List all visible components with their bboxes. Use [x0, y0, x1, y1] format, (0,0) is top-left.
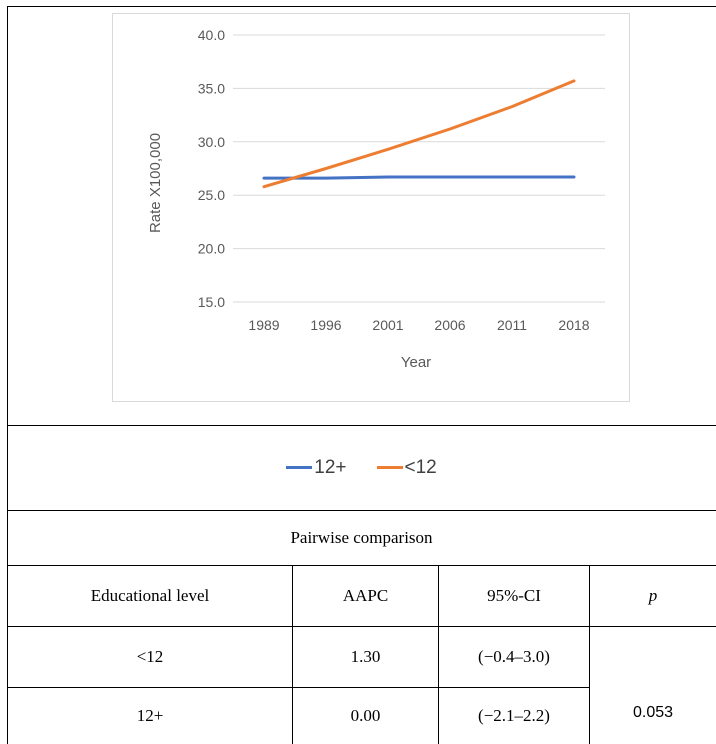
y-tick-label: 35.0 — [198, 80, 225, 96]
table-title: Pairwise comparison — [290, 528, 433, 547]
cell-level: 12+ — [136, 706, 164, 725]
row-divider — [7, 565, 716, 566]
header-p: p — [648, 586, 658, 605]
series-line-under-12 — [262, 79, 576, 189]
x-tick-label: 1989 — [248, 317, 279, 333]
cell-p-value: 0.053 — [632, 703, 674, 721]
y-tick-label: 25.0 — [198, 187, 225, 203]
x-tick-label: 2006 — [434, 317, 465, 333]
legend-item-under-12: <12 — [376, 456, 437, 479]
legend-item-12-plus: 12+ — [286, 456, 347, 479]
y-tick-label: 40.0 — [198, 27, 225, 43]
x-tick-label: 1996 — [310, 317, 341, 333]
column-divider — [438, 565, 439, 744]
row-divider — [7, 510, 716, 511]
cell-aapc: 1.30 — [350, 647, 381, 666]
chart-svg: 40.0 35.0 30.0 25.0 20.0 15.0 1989 1996 2001 2006… — [147, 27, 605, 371]
x-tick-label: 2001 — [372, 317, 403, 333]
x-tick-label: 2011 — [497, 317, 527, 333]
figure-table-frame — [7, 6, 716, 744]
cell-level: <12 — [136, 647, 164, 666]
cell-ci: (−0.4–3.0) — [478, 647, 550, 666]
legend-label: <12 — [404, 456, 437, 478]
legend-swatch-orange — [376, 466, 403, 469]
x-tick-label: 2018 — [558, 317, 589, 333]
chart-legend: 12+ <12 — [7, 425, 716, 510]
header-aapc: AAPC — [342, 586, 389, 605]
row-divider — [7, 687, 590, 688]
y-tick-label: 20.0 — [198, 241, 225, 257]
line-chart: 40.0 35.0 30.0 25.0 20.0 15.0 1989 1996 2001 2006… — [112, 13, 630, 402]
cell-aapc: 0.00 — [350, 706, 381, 725]
x-axis-title: Year — [401, 354, 431, 371]
row-divider — [7, 626, 716, 627]
y-axis-title: Rate X100,000 — [147, 133, 164, 233]
legend-label: 12+ — [314, 456, 347, 478]
header-ci: 95%-CI — [487, 586, 541, 605]
cell-ci: (−2.1–2.2) — [478, 706, 550, 725]
series-line-12-plus — [262, 175, 576, 180]
header-educational-level: Educational level — [90, 586, 210, 605]
column-divider — [589, 565, 590, 744]
row-divider — [7, 425, 716, 426]
legend-swatch-blue — [286, 466, 313, 469]
y-tick-label: 30.0 — [198, 134, 225, 150]
column-divider — [292, 565, 293, 744]
y-tick-label: 15.0 — [198, 294, 225, 310]
